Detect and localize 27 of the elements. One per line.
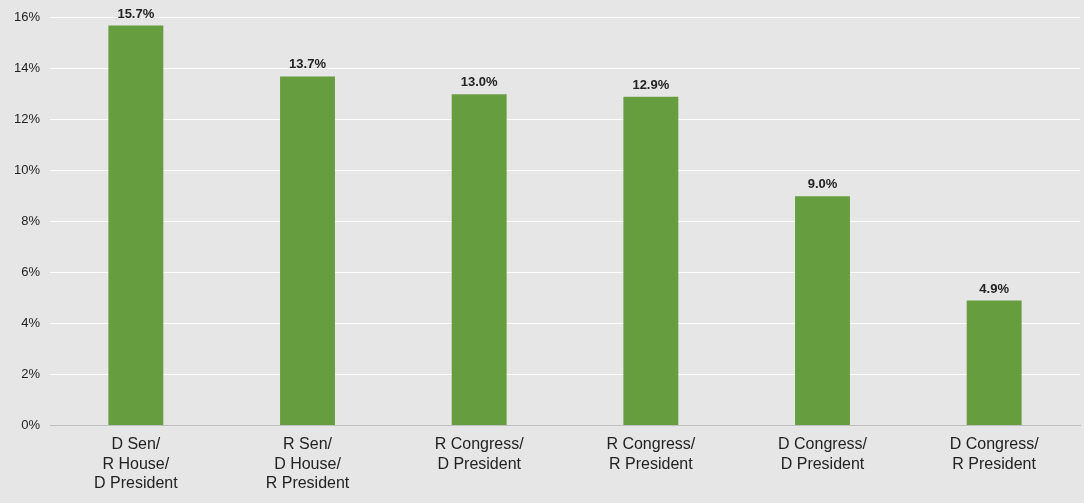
x-tick-label: D Congress/ R President — [949, 435, 1040, 472]
data-label: 13.7% — [289, 56, 327, 72]
bar — [451, 94, 507, 425]
x-tick-label: R Congress/ D President — [434, 435, 525, 472]
data-label: 9.0% — [807, 176, 838, 192]
data-label: 12.9% — [632, 76, 670, 92]
y-tick-label: 14% — [13, 60, 41, 76]
y-tick-label: 16% — [13, 9, 41, 25]
bar — [108, 25, 164, 425]
bar — [280, 76, 335, 425]
y-tick-label: 0% — [21, 416, 41, 432]
x-tick-label: D Congress/ D President — [778, 435, 868, 472]
bar — [795, 196, 850, 425]
data-label: 13.0% — [460, 74, 499, 90]
bar — [966, 300, 1022, 425]
y-tick-label: 6% — [21, 264, 41, 280]
y-tick-label: 12% — [13, 111, 41, 127]
x-tick-label: D Sen/ R House/ D President — [94, 435, 179, 491]
y-tick-label: 8% — [21, 213, 41, 229]
y-tick-label: 10% — [13, 162, 41, 178]
data-label: 15.7% — [117, 5, 155, 21]
x-tick-label: R Congress/ R President — [606, 435, 696, 472]
y-tick-label: 2% — [21, 366, 41, 382]
y-tick-label: 4% — [21, 315, 41, 331]
x-tick-label: R Sen/ D House/ R President — [265, 435, 350, 491]
data-label: 4.9% — [979, 280, 1010, 296]
bar — [623, 96, 679, 425]
